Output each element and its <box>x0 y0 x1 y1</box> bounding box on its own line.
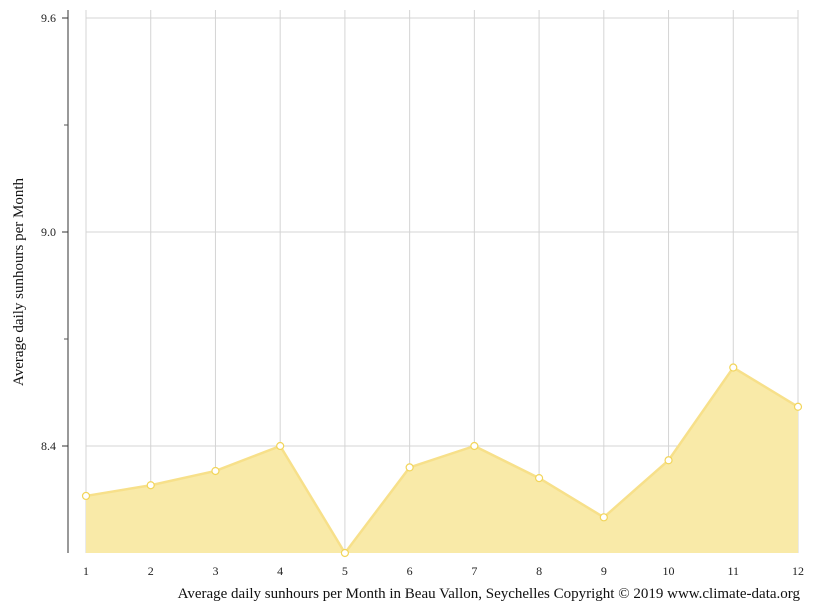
y-axis <box>62 10 69 553</box>
area-series <box>85 366 799 555</box>
tick-labels: 8.49.09.61 2 3 4 5 6 7 8 9 10 11 12 <box>41 11 804 578</box>
x-tick-label-2: 2 <box>148 564 154 578</box>
x-tick-label-8: 8 <box>536 564 542 578</box>
data-point-7 <box>470 441 479 451</box>
x-tick-label-4: 4 <box>277 564 283 578</box>
data-point-8 <box>534 474 544 483</box>
data-point-3 <box>211 466 220 476</box>
x-tick-label-7: 7 <box>471 564 477 578</box>
data-point-11 <box>729 363 738 372</box>
data-point-4 <box>276 441 285 451</box>
data-point-6 <box>405 463 414 472</box>
data-point-12 <box>793 402 803 411</box>
data-point-9 <box>599 513 608 522</box>
x-tick-label-12: 12 <box>792 564 804 578</box>
data-point-2 <box>146 481 155 490</box>
y-axis-title: Average daily sunhours per Month <box>11 178 27 387</box>
x-tick-label-10: 10 <box>663 564 675 578</box>
data-point-10 <box>664 456 673 465</box>
y-tick-label-9.6: 9.6 <box>41 11 56 25</box>
y-tick-label-9.0: 9.0 <box>41 225 56 239</box>
x-tick-label-1: 1 <box>83 564 89 578</box>
data-points <box>81 363 803 558</box>
data-point-1 <box>81 491 91 501</box>
data-point-5 <box>340 548 350 558</box>
x-tick-label-5: 5 <box>342 564 348 578</box>
chart-caption: Average daily sunhours per Month in Beau… <box>178 586 801 602</box>
x-tick-label-11: 11 <box>727 564 739 578</box>
x-tick-label-9: 9 <box>601 564 607 578</box>
area-fill-0 <box>86 367 798 553</box>
y-tick-label-8.4: 8.4 <box>41 439 56 453</box>
x-tick-label-6: 6 <box>407 564 413 578</box>
x-tick-label-3: 3 <box>212 564 218 578</box>
area-line-0 <box>85 366 799 555</box>
